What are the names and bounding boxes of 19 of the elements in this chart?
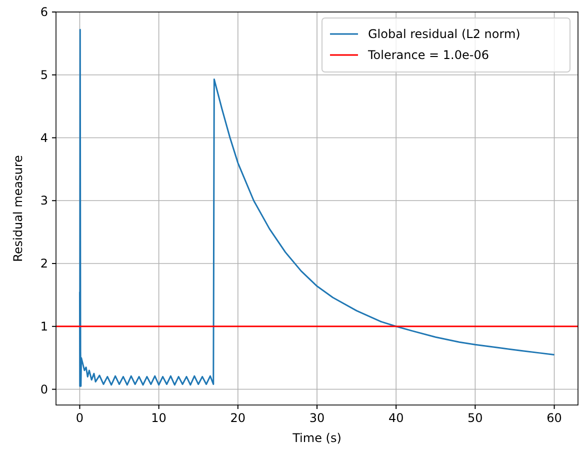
y-tick-label: 6 [40, 5, 48, 19]
y-tick-label: 4 [40, 130, 48, 145]
x-tick-label: 40 [388, 411, 404, 425]
x-tick-label: 0 [76, 411, 84, 425]
x-tick-label: 30 [309, 411, 325, 425]
y-tick-label: 1 [40, 319, 48, 334]
legend-label: Tolerance = 1.0e-06 [367, 48, 489, 62]
y-tick-label: 5 [40, 68, 48, 82]
y-tick-label: 3 [40, 194, 48, 208]
y-tick-label: 0 [40, 382, 48, 396]
x-tick-label: 60 [546, 411, 562, 425]
y-axis-title: Residual measure [11, 155, 25, 262]
x-tick-label: 50 [468, 411, 483, 425]
x-axis-title: Time (s) [292, 431, 342, 445]
y-tick-label: 2 [40, 256, 48, 271]
x-tick-label: 10 [151, 411, 166, 425]
x-tick-label: 20 [230, 411, 246, 425]
legend-label: Global residual (L2 norm) [368, 27, 520, 41]
line-series [78, 28, 556, 387]
